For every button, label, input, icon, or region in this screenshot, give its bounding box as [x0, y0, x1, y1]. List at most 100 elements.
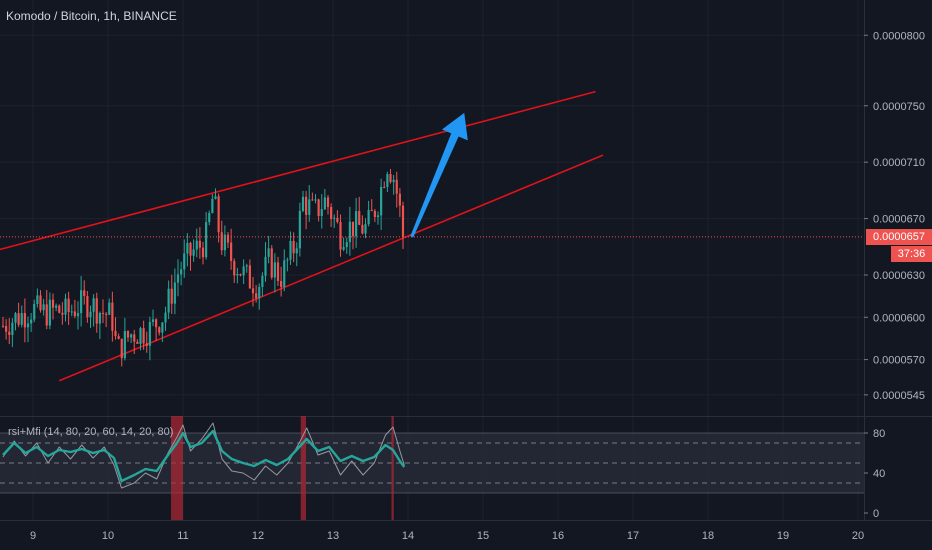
candle-body [264, 256, 267, 276]
time-tick-label: 19 [777, 530, 789, 542]
candle-body [351, 221, 355, 237]
candle-body [20, 313, 23, 325]
candle-body [386, 174, 389, 187]
candle-body [58, 305, 61, 313]
time-tick-label: 16 [552, 530, 564, 542]
candle-body [270, 248, 273, 278]
candle-body [314, 199, 317, 201]
candle-body [326, 197, 330, 208]
candle-body [389, 174, 392, 183]
candle-body [205, 222, 208, 258]
trendlines[interactable] [0, 90, 604, 382]
candle-body [220, 232, 223, 251]
candle-body [95, 298, 98, 324]
candle-body [1, 325, 5, 327]
price-tick-label: 0.0000600 [873, 312, 925, 324]
candle-body [70, 311, 73, 313]
candle-body [17, 313, 20, 325]
candle-body [336, 217, 339, 223]
candle-body [30, 319, 33, 324]
candle-body [361, 224, 364, 234]
candle-body [201, 247, 205, 258]
time-tick-label: 13 [327, 530, 339, 542]
candle-body [117, 336, 120, 339]
candle-body [195, 240, 198, 250]
forecast-arrow[interactable] [410, 112, 468, 238]
candle-body [5, 326, 8, 332]
indicator-pane [0, 416, 864, 520]
candle-body [245, 265, 248, 267]
candle-body [26, 323, 30, 328]
candles [1, 168, 405, 367]
candle-body [105, 313, 108, 315]
candle-body [151, 319, 155, 322]
candle-body [223, 234, 226, 251]
candle-body [305, 196, 308, 215]
candle-body [23, 313, 26, 328]
candle-body [170, 288, 173, 304]
candle-body [158, 327, 161, 333]
candle-body [67, 298, 70, 313]
candle-body [161, 322, 164, 333]
candle-body [83, 290, 86, 296]
rsi-line [2, 429, 406, 483]
time-axis[interactable]: 9 10 11 12 13 14 15 16 17 18 19 20 [30, 530, 864, 542]
candle-body [36, 295, 39, 304]
candle-body [226, 234, 230, 243]
candle-body [301, 196, 305, 211]
candle-body [133, 334, 136, 342]
candle-body [123, 331, 126, 359]
candle-body [364, 224, 367, 234]
candle-body [51, 299, 55, 308]
price-tick-label: 0.0000710 [873, 157, 925, 169]
candle-body [208, 213, 211, 223]
candle-body [8, 331, 11, 335]
price-tick-label: 0.0000800 [873, 30, 925, 42]
price-tick-label: 0.0000670 [873, 214, 925, 226]
candle-body [308, 199, 311, 215]
candle-body [286, 259, 289, 261]
candle-body [395, 179, 398, 194]
forecast-arrow-shape [410, 112, 468, 238]
candle-body [230, 242, 233, 261]
candle-body [64, 298, 67, 315]
candle-body [11, 322, 14, 335]
candle-body [355, 211, 358, 237]
candle-body [392, 179, 395, 183]
candle-body [89, 311, 92, 318]
candle-body [186, 242, 189, 254]
candle-body [130, 334, 133, 338]
last-price-tag: 0.0000657 [866, 228, 932, 245]
candle-body [323, 197, 326, 210]
candle-body [108, 302, 111, 315]
candle-body [214, 196, 217, 199]
candle-body [14, 313, 17, 323]
price-tick-label: 0.0000545 [873, 390, 925, 402]
price-axis[interactable]: 0.0000545 0.0000570 0.0000600 0.0000630 0.00… [864, 30, 925, 402]
candle-body [192, 249, 195, 256]
indicator-tick-label: 80 [873, 428, 885, 440]
candle-body [114, 330, 117, 337]
candle-body [283, 260, 286, 287]
candle-body [233, 260, 236, 276]
candle-body [155, 319, 158, 328]
time-tick-label: 11 [177, 530, 188, 542]
candle-body [148, 321, 151, 346]
candle-body [255, 293, 258, 299]
candle-body [45, 304, 48, 326]
candle-body [380, 186, 383, 216]
candle-body [258, 286, 261, 299]
time-tick-label: 15 [477, 530, 489, 542]
mfi-line [2, 422, 405, 489]
candle-body [111, 302, 114, 331]
time-tick-label: 17 [627, 530, 639, 542]
candle-body [48, 299, 51, 326]
candle-body [167, 288, 170, 313]
indicator-axis[interactable]: 0 40 80 [864, 428, 885, 520]
candle-body [330, 207, 333, 219]
indicator-tick-label: 0 [873, 508, 879, 520]
grid-lines [0, 0, 864, 520]
candle-body [251, 288, 255, 294]
candle-body [273, 262, 276, 278]
